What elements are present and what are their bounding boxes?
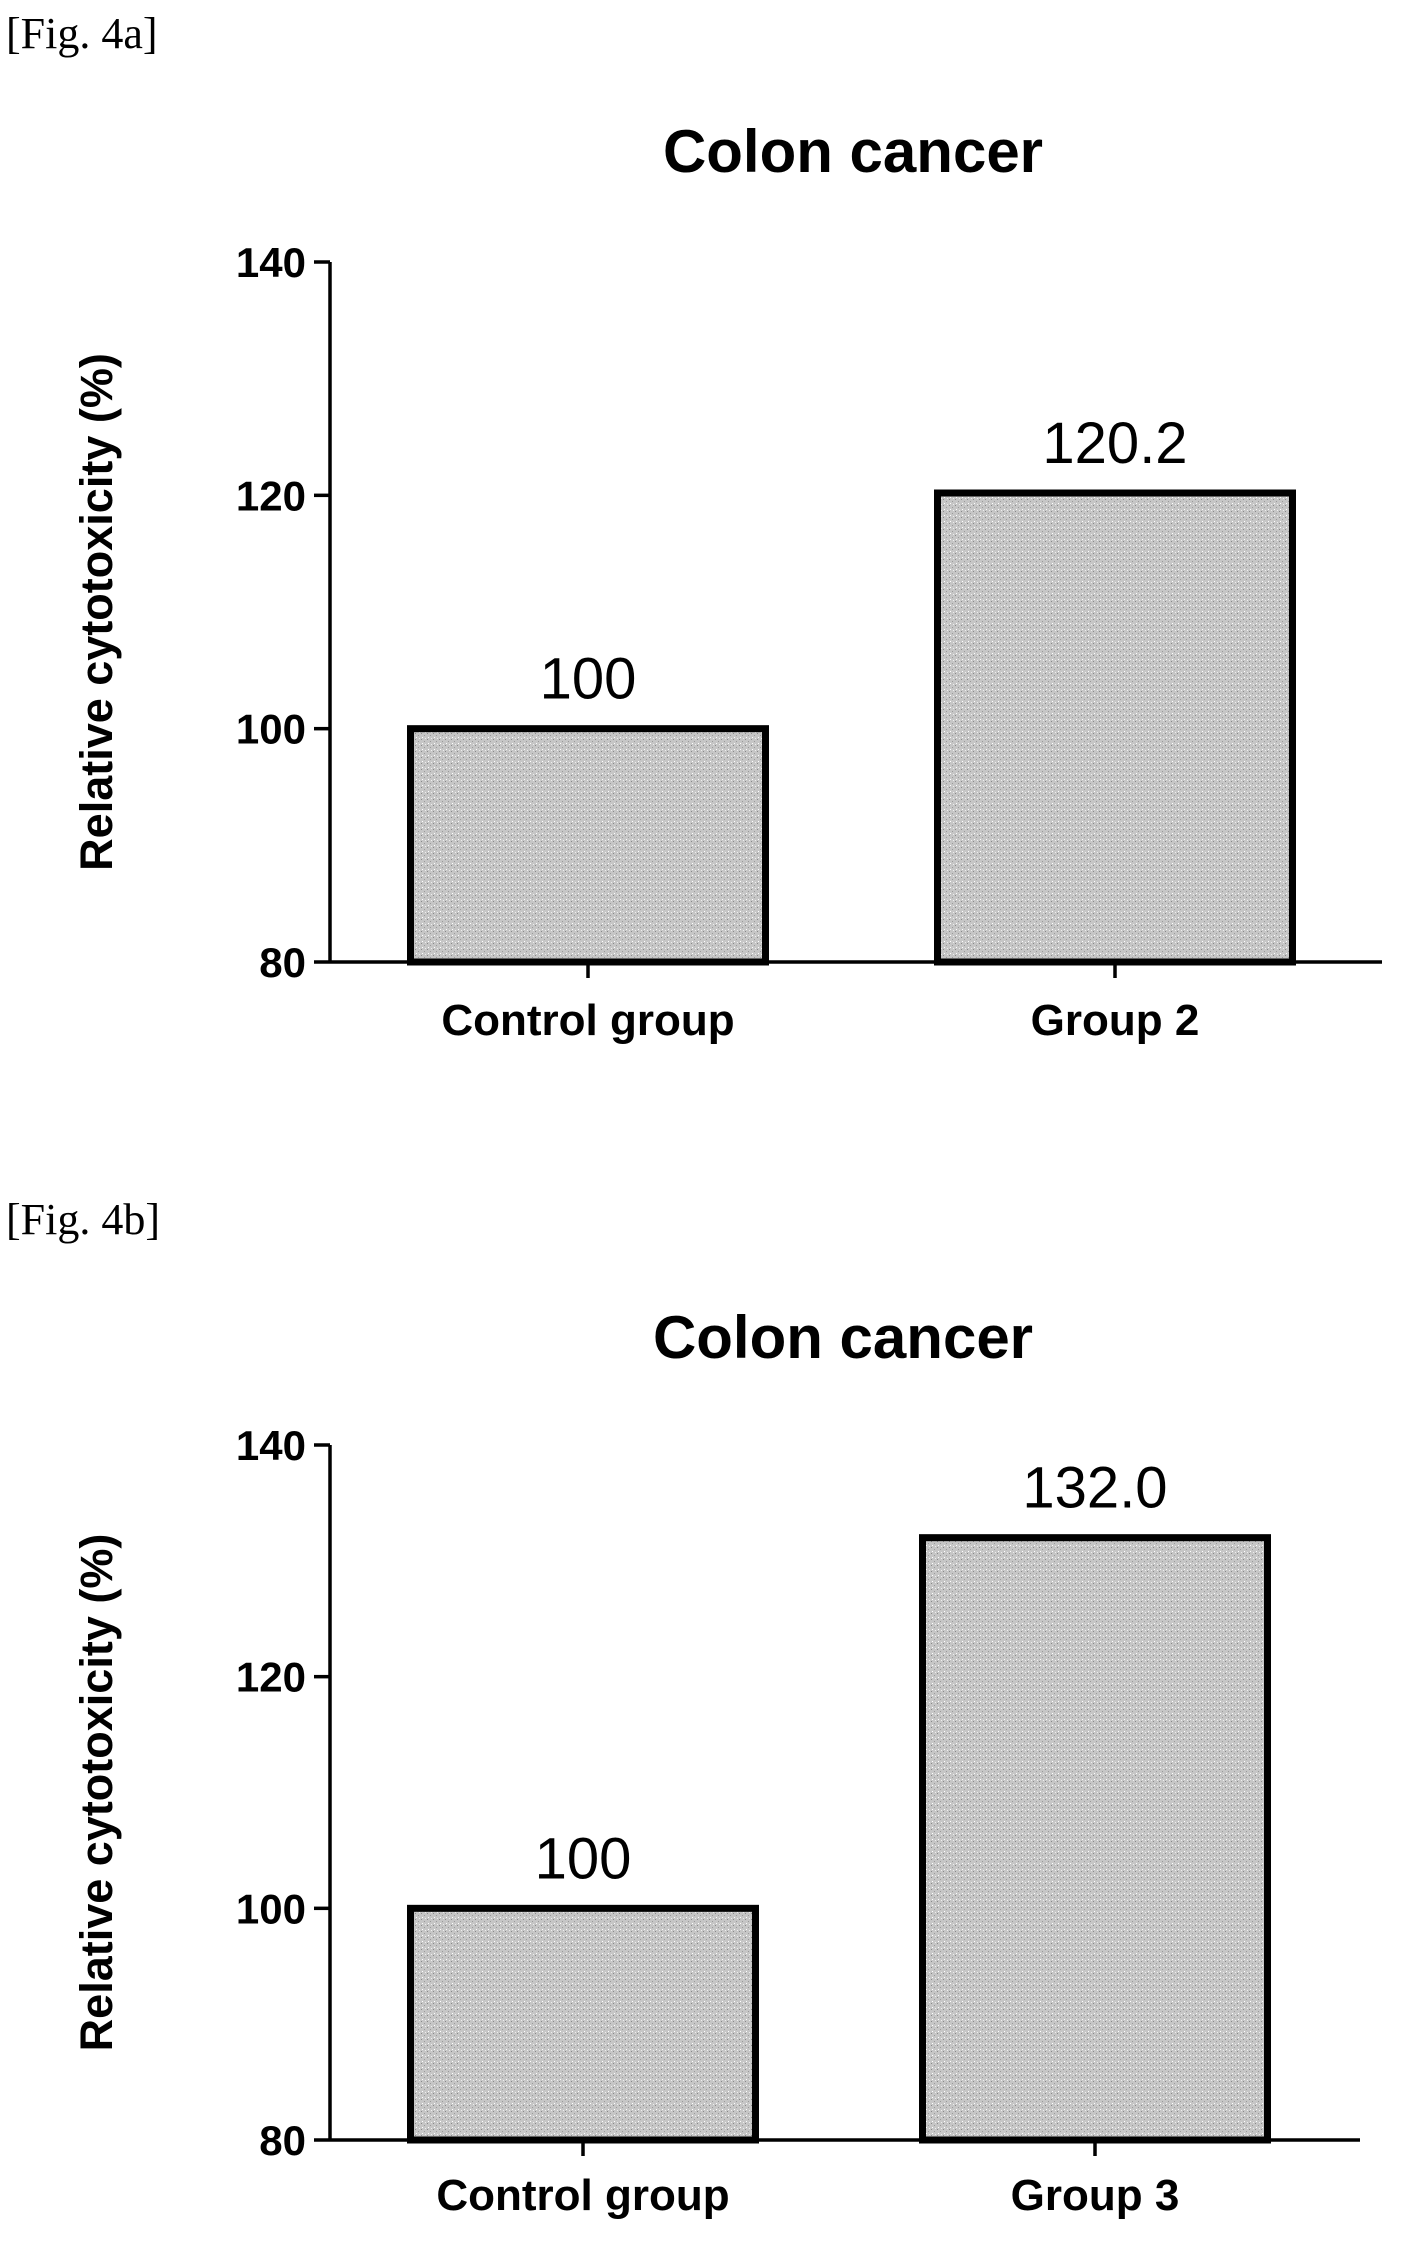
x-tick-label: Group 2 bbox=[1031, 996, 1200, 1045]
y-axis-label: Relative cytotoxicity (%) bbox=[71, 1534, 122, 2052]
figure-label-4a: [Fig. 4a] bbox=[6, 9, 158, 58]
chart-title: Colon cancer bbox=[663, 118, 1043, 185]
data-label: 132.0 bbox=[1022, 1456, 1167, 1521]
bar-chart-4b: Colon cancer Relative cytotoxicity (%) 100… bbox=[71, 1304, 1360, 2220]
data-label: 120.2 bbox=[1042, 411, 1187, 476]
y-axis-label: Relative cytotoxicity (%) bbox=[71, 353, 122, 871]
x-tick-label: Control group bbox=[441, 996, 734, 1045]
bar-control-group bbox=[407, 725, 769, 966]
x-tick-label: Group 3 bbox=[1011, 2171, 1180, 2220]
y-tick-label: 100 bbox=[236, 1885, 306, 1932]
data-label: 100 bbox=[540, 647, 637, 712]
chart-title: Colon cancer bbox=[653, 1304, 1033, 1371]
y-tick-label: 140 bbox=[236, 239, 306, 286]
bar-group-2 bbox=[934, 489, 1296, 966]
y-tick-label: 140 bbox=[236, 1422, 306, 1469]
y-tick-label: 120 bbox=[236, 1654, 306, 1701]
x-tick-label: Control group bbox=[436, 2171, 729, 2220]
bar-chart-4a: Colon cancer Relative cytotoxicity (%) 100… bbox=[71, 118, 1382, 1045]
y-tick-label: 120 bbox=[236, 472, 306, 519]
data-label: 100 bbox=[535, 1826, 632, 1891]
bar-control-group bbox=[407, 1904, 759, 2144]
y-tick-label: 80 bbox=[259, 2117, 306, 2164]
bar-group-3 bbox=[919, 1534, 1271, 2144]
y-tick-label: 100 bbox=[236, 706, 306, 753]
y-tick-label: 80 bbox=[259, 939, 306, 986]
figure-label-4b: [Fig. 4b] bbox=[6, 1195, 160, 1244]
